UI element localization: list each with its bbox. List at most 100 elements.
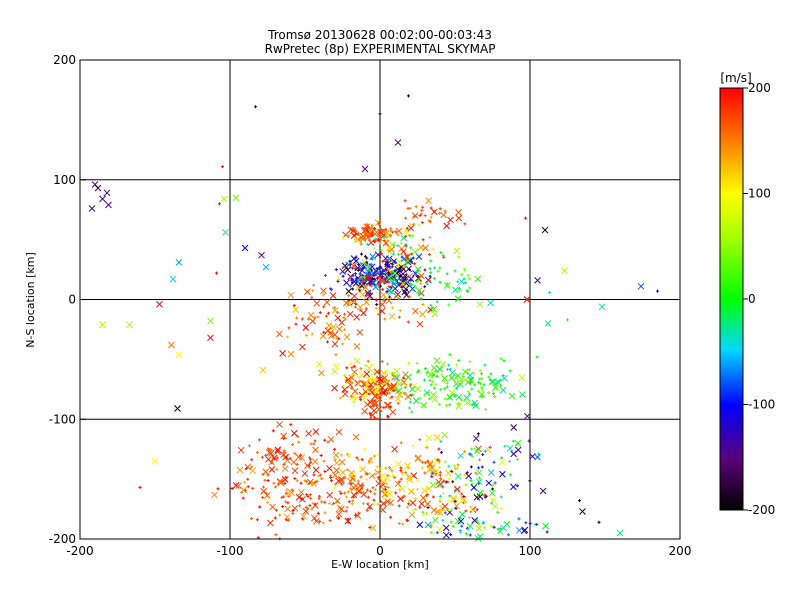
data-point-x-marker: [409, 285, 416, 293]
data-point-x-marker: [441, 375, 448, 382]
data-point-x-marker: [285, 489, 292, 497]
y-tick-label: -100: [49, 412, 76, 426]
data-point-plus-marker: [385, 239, 389, 243]
data-point-plus-marker: [388, 396, 392, 400]
data-point-x-marker: [350, 255, 358, 262]
data-point-x-marker: [501, 374, 508, 382]
data-point-plus-marker: [499, 357, 503, 361]
data-point-plus-marker: [464, 483, 468, 487]
data-point-plus-marker: [455, 466, 459, 470]
data-point-x-marker: [366, 292, 374, 300]
data-point-x-marker: [356, 329, 364, 336]
data-point-plus-marker: [528, 479, 532, 483]
data-point-x-marker: [470, 484, 478, 491]
data-point-x-marker: [598, 303, 606, 311]
data-point-plus-marker: [218, 202, 221, 206]
data-point-x-marker: [403, 291, 410, 299]
data-point-plus-marker: [431, 495, 435, 499]
data-point-plus-marker: [317, 494, 321, 498]
data-point-plus-marker: [216, 487, 220, 491]
data-point-plus-marker: [409, 260, 413, 264]
data-point-x-marker: [355, 284, 362, 291]
data-point-plus-marker: [451, 524, 455, 528]
data-point-plus-marker: [251, 486, 255, 490]
data-point-x-marker: [348, 472, 356, 480]
data-point-plus-marker: [433, 266, 437, 270]
data-point-x-marker: [393, 269, 401, 277]
data-point-plus-marker: [515, 484, 519, 488]
data-point-plus-marker: [397, 504, 401, 508]
data-point-plus-marker: [386, 486, 390, 489]
data-point-x-marker: [411, 212, 419, 219]
data-point-x-marker: [361, 394, 369, 402]
data-point-x-marker: [473, 447, 481, 455]
data-point-x-marker: [338, 475, 345, 483]
data-point-plus-marker: [407, 267, 411, 271]
data-point-plus-marker: [413, 262, 417, 266]
data-point-x-marker: [499, 386, 507, 394]
data-point-plus-marker: [423, 285, 427, 289]
data-point-x-marker: [457, 452, 464, 460]
data-point-x-marker: [425, 434, 433, 442]
data-point-plus-marker: [378, 396, 382, 400]
data-point-plus-marker: [347, 455, 351, 459]
data-point-plus-marker: [290, 443, 294, 447]
data-point-x-marker: [391, 269, 399, 277]
data-point-plus-marker: [420, 460, 424, 464]
data-point-plus-marker: [359, 367, 363, 371]
data-point-x-marker: [333, 466, 341, 474]
chart-subtitle: RwPretec (8p) EXPERIMENTAL SKYMAP: [265, 42, 496, 56]
data-point-plus-marker: [339, 492, 343, 496]
data-point-plus-marker: [442, 379, 446, 383]
data-point-plus-marker: [489, 378, 492, 382]
data-point-plus-marker: [421, 238, 425, 242]
data-point-x-marker: [539, 487, 547, 495]
data-point-plus-marker: [388, 295, 392, 299]
data-point-x-marker: [352, 236, 360, 244]
data-point-x-marker: [356, 303, 364, 311]
data-point-plus-marker: [347, 500, 351, 504]
data-point-plus-marker: [346, 517, 350, 521]
data-point-plus-marker: [305, 480, 309, 484]
data-point-plus-marker: [463, 222, 467, 226]
data-point-plus-marker: [404, 471, 408, 475]
data-point-x-marker: [452, 286, 459, 294]
data-point-plus-marker: [372, 226, 376, 230]
data-point-plus-marker: [429, 215, 433, 219]
data-point-plus-marker: [464, 509, 468, 513]
data-point-plus-marker: [449, 520, 453, 524]
data-point-plus-marker: [333, 458, 337, 462]
data-point-plus-marker: [386, 473, 390, 477]
data-point-plus-marker: [380, 360, 384, 364]
data-point-plus-marker: [432, 209, 436, 213]
data-point-plus-marker: [468, 286, 472, 290]
data-point-plus-marker: [389, 467, 393, 471]
data-point-x-marker: [315, 360, 323, 368]
data-point-plus-marker: [397, 522, 401, 526]
data-point-plus-marker: [456, 280, 460, 284]
data-point-plus-marker: [359, 252, 363, 256]
data-point-x-marker: [335, 428, 343, 436]
data-point-plus-marker: [365, 256, 369, 260]
data-point-plus-marker: [387, 257, 391, 261]
data-point-plus-marker: [428, 274, 432, 278]
data-point-x-marker: [302, 324, 310, 331]
data-point-plus-marker: [246, 485, 250, 489]
data-point-x-marker: [424, 521, 432, 529]
data-point-x-marker: [282, 453, 290, 461]
data-point-x-marker: [274, 446, 282, 454]
data-point-x-marker: [105, 201, 112, 209]
data-point-plus-marker: [448, 367, 452, 371]
data-point-plus-marker: [424, 308, 428, 312]
data-point-plus-marker: [399, 441, 403, 445]
data-point-plus-marker: [408, 222, 412, 226]
data-point-plus-marker: [375, 465, 379, 469]
data-point-plus-marker: [305, 493, 309, 497]
data-point-plus-marker: [454, 506, 458, 510]
data-point-x-marker: [338, 458, 346, 466]
data-point-plus-marker: [284, 500, 288, 504]
data-point-plus-marker: [477, 522, 481, 526]
data-point-plus-marker: [379, 284, 383, 288]
data-point-x-marker: [424, 276, 432, 284]
data-point-plus-marker: [478, 458, 482, 462]
